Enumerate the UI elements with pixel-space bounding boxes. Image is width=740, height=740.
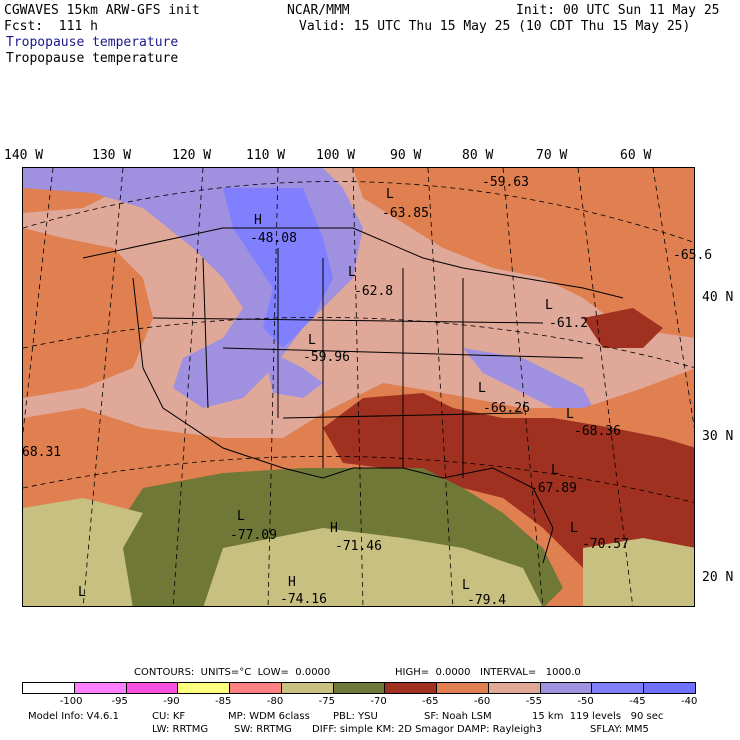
contours-high: HIGH= 0.0000 (395, 667, 471, 678)
pbl-scheme: PBL: YSU (333, 711, 378, 722)
colorbar-label: -40 (681, 696, 698, 707)
map-label: -62.8 (354, 284, 394, 299)
map-label: -59.96 (303, 350, 350, 365)
colorbar-label: -55 (525, 696, 543, 707)
field-title-primary: Tropopause temperature (6, 35, 179, 50)
map-label: H (330, 521, 338, 536)
map-label: -77.09 (230, 528, 277, 543)
map-label: L (478, 381, 486, 396)
lon-label: 110 W (246, 148, 286, 163)
colorbar-swatch (591, 682, 645, 694)
colorbar-label: -65 (422, 696, 439, 707)
map-label: -71.46 (335, 539, 382, 554)
init-time: Init: 00 UTC Sun 11 May 25 (516, 3, 720, 18)
org-label: NCAR/MMM (287, 3, 350, 18)
colorbar-swatch (332, 682, 386, 694)
model-info: Model Info: V4.6.1 (28, 711, 119, 722)
surface-layer-scheme: SFLAY: MM5 (590, 724, 649, 735)
colorbar-label: -75 (318, 696, 335, 707)
colorbar-label: -80 (266, 696, 284, 707)
map-label: H (288, 575, 296, 590)
tropopause-temperature-map (22, 167, 695, 607)
lon-label: 90 W (390, 148, 422, 163)
map-label: -63.85 (382, 206, 429, 221)
colorbar-label: -45 (629, 696, 646, 707)
colorbar-swatch (384, 682, 438, 694)
longwave-scheme: LW: RRTMG (152, 724, 209, 735)
colorbar-swatch (22, 682, 75, 694)
surface-scheme: SF: Noah LSM (424, 711, 492, 722)
field-title-secondary: Tropopause temperature (6, 51, 179, 66)
colorbar-label: -60 (473, 696, 491, 707)
lon-label: 70 W (536, 148, 568, 163)
lon-label: 100 W (316, 148, 356, 163)
map-label: -65.6 (673, 248, 713, 263)
valid-time: Valid: 15 UTC Thu 15 May 25 (10 CDT Thu … (299, 19, 691, 34)
map-label: L (78, 585, 86, 600)
colorbar-swatch (436, 682, 489, 694)
map-label: 68.31 (22, 445, 62, 460)
contours-info: CONTOURS: UNITS=°C LOW= 0.0000 (134, 667, 331, 678)
map-label: L (386, 187, 394, 202)
map-label: -74.16 (280, 592, 327, 607)
lat-label: 40 N (702, 290, 734, 305)
lon-label: 120 W (172, 148, 212, 163)
map-label: -70.57 (582, 537, 629, 552)
lon-label: 60 W (620, 148, 652, 163)
grid-info: 15 km 119 levels 90 sec (532, 711, 664, 722)
lat-label: 30 N (702, 429, 734, 444)
lat-label: 20 N (702, 570, 734, 585)
map-label: L (348, 265, 356, 280)
map-label: -61.2 (549, 316, 589, 331)
map-label: -79.4 (467, 593, 507, 608)
cumulus-scheme: CU: KF (152, 711, 186, 722)
colorbar-label: -50 (577, 696, 594, 707)
colorbar-swatch (125, 682, 179, 694)
lon-label: 140 W (4, 148, 44, 163)
map-label: -59.63 (482, 175, 529, 190)
colorbar-label: -90 (163, 696, 180, 707)
colorbar-label: -85 (215, 696, 232, 707)
colorbar-swatch (280, 682, 334, 694)
lon-label: 80 W (462, 148, 494, 163)
colorbar-swatch (73, 682, 127, 694)
colorbar-swatch (643, 682, 696, 694)
map-label: L (570, 521, 578, 536)
colorbar-swatch (539, 682, 593, 694)
map-label: L (566, 407, 574, 422)
map-label: -66.26 (483, 401, 530, 416)
colorbar-label: -95 (111, 696, 128, 707)
map-label: H (254, 213, 262, 228)
map-label: L (308, 333, 316, 348)
map-label: -68.36 (574, 424, 621, 439)
lon-label: 130 W (92, 148, 132, 163)
contours-interval: INTERVAL= 1000.0 (480, 667, 581, 678)
microphysics-scheme: MP: WDM 6class (228, 711, 310, 722)
map-label: -67.89 (530, 481, 577, 496)
colorbar-label: -70 (370, 696, 387, 707)
colorbar-label: -100 (59, 696, 83, 707)
model-title: CGWAVES 15km ARW-GFS init (4, 3, 200, 18)
map-label: L (237, 509, 245, 524)
map-label: L (545, 298, 553, 313)
forecast-hour: Fcst: 111 h (4, 19, 98, 34)
shortwave-scheme: SW: RRTMG (234, 724, 292, 735)
colorbar-swatch (229, 682, 282, 694)
map-label: L (551, 463, 559, 478)
map-label: -48.08 (250, 231, 297, 246)
map-label: L (462, 578, 470, 593)
colorbar-swatch (177, 682, 231, 694)
diffusion-info: DIFF: simple KM: 2D Smagor DAMP: Rayleig… (312, 724, 543, 735)
colorbar-swatch (487, 682, 541, 694)
